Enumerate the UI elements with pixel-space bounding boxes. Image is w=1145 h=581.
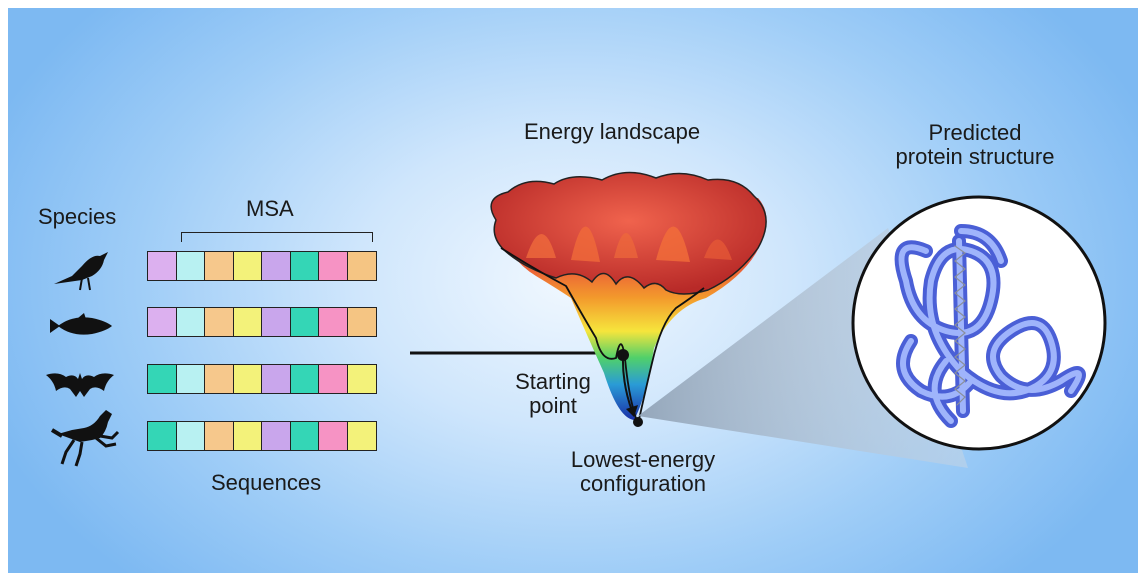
- msa-row: [147, 251, 377, 281]
- msa-cell: [289, 251, 320, 281]
- msa-cell: [147, 421, 177, 451]
- msa-cell: [147, 307, 177, 337]
- msa-row: [147, 307, 377, 337]
- msa-bracket: [181, 232, 373, 242]
- msa-cell: [318, 364, 348, 394]
- msa-row: [147, 421, 377, 451]
- energy-landscape-surface: [490, 171, 767, 428]
- msa-cell: [261, 307, 291, 337]
- msa-cell: [175, 421, 206, 451]
- msa-cell: [204, 364, 234, 394]
- energy-landscape-label: Energy landscape: [523, 119, 701, 144]
- msa-cell: [175, 364, 206, 394]
- msa-row: [147, 364, 377, 394]
- species-label: Species: [38, 204, 117, 229]
- msa-cell: [346, 364, 377, 394]
- msa-cell: [318, 421, 348, 451]
- msa-cell: [147, 251, 177, 281]
- msa-cell: [289, 421, 320, 451]
- lowest-energy-marker: [633, 417, 643, 427]
- msa-cell: [346, 307, 377, 337]
- msa-cell: [232, 421, 263, 451]
- msa-cell: [175, 307, 206, 337]
- msa-label: MSA: [246, 196, 294, 221]
- protein-structure-circle: [851, 195, 1107, 451]
- msa-cell: [261, 364, 291, 394]
- msa-cell: [289, 307, 320, 337]
- msa-cell: [204, 307, 234, 337]
- lowest-energy-label: Lowest-energy configuration: [570, 447, 716, 496]
- bat-icon: [44, 367, 116, 401]
- bird-icon: [52, 248, 112, 292]
- msa-cell: [261, 421, 291, 451]
- msa-cell: [261, 251, 291, 281]
- starting-point-label: Starting point: [515, 369, 591, 418]
- msa-cell: [289, 364, 320, 394]
- msa-cell: [232, 307, 263, 337]
- horse-icon: [50, 408, 122, 468]
- descent-path: [617, 349, 643, 427]
- msa-cell: [318, 307, 348, 337]
- diagram-canvas: Species MSA Sequences: [8, 8, 1138, 573]
- msa-cell: [147, 364, 177, 394]
- msa-cell: [232, 251, 263, 281]
- msa-cell: [318, 251, 348, 281]
- msa-cell: [204, 421, 234, 451]
- msa-cell: [346, 421, 377, 451]
- msa-cell: [204, 251, 234, 281]
- sequences-label: Sequences: [211, 470, 322, 495]
- fish-icon: [48, 313, 114, 339]
- msa-cell: [175, 251, 206, 281]
- msa-cell: [346, 251, 377, 281]
- predicted-structure-label: Predicted protein structure: [895, 120, 1055, 169]
- msa-cell: [232, 364, 263, 394]
